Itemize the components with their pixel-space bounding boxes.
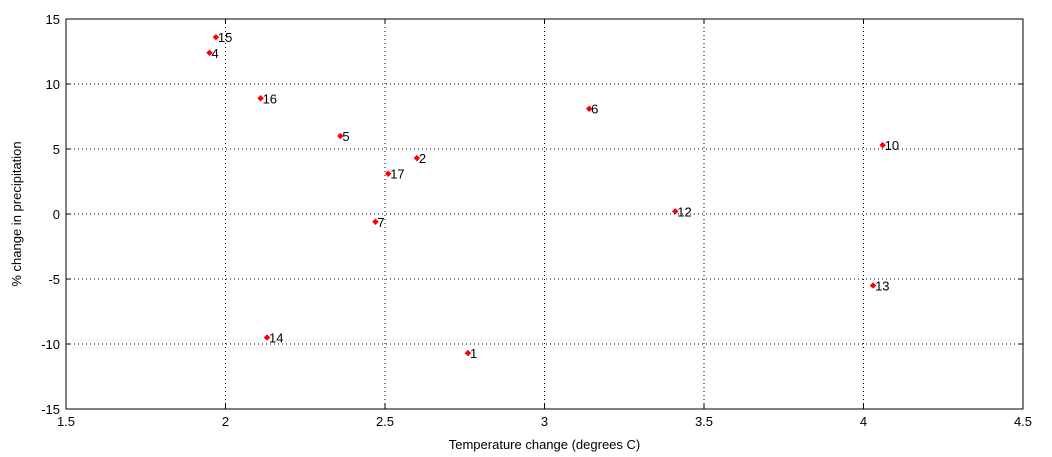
data-point: 14 (263, 331, 283, 346)
data-point: 4 (206, 46, 219, 61)
plot-frame (65, 18, 1024, 410)
point-marker (212, 33, 220, 41)
y-tick-label: 15 (46, 12, 60, 27)
point-marker (384, 170, 392, 178)
point-label: 10 (885, 138, 899, 153)
y-tick-label: -5 (48, 272, 60, 287)
data-point: 17 (384, 167, 405, 182)
point-label: 7 (377, 215, 384, 230)
data-point: 15 (212, 30, 232, 45)
x-tick-label: 2 (222, 414, 229, 429)
point-label: 2 (419, 151, 426, 166)
point-marker (257, 94, 264, 102)
x-tick-label: 1.5 (57, 414, 75, 429)
y-tick-label: -15 (41, 402, 60, 417)
point-label: 6 (591, 102, 598, 117)
x-tick-label: 2.5 (376, 414, 394, 429)
point-label: 5 (342, 129, 349, 144)
data-point: 1 (464, 346, 477, 361)
y-tick-label: 5 (53, 142, 60, 157)
y-tick-labels: -15 -10 -5 0 5 10 15 (41, 12, 60, 417)
y-tick-label: 10 (46, 77, 60, 92)
point-label: 13 (875, 279, 889, 294)
x-axis-label: Temperature change (degrees C) (449, 437, 641, 452)
point-marker (671, 208, 679, 215)
point-marker (464, 349, 472, 357)
x-tick-label: 4 (860, 414, 867, 429)
data-point: 10 (879, 138, 899, 153)
point-label: 12 (677, 204, 691, 219)
point-marker (263, 334, 271, 341)
data-point: 2 (413, 151, 426, 166)
point-marker (869, 282, 877, 289)
data-point: 7 (372, 215, 385, 230)
x-tick-label: 4.5 (1014, 414, 1032, 429)
x-tick-label: 3.5 (695, 414, 713, 429)
point-marker (206, 49, 213, 57)
point-label: 15 (218, 30, 232, 45)
point-marker (372, 218, 379, 226)
data-point: 12 (671, 204, 692, 219)
data-point: 13 (869, 279, 890, 294)
data-point: 6 (585, 102, 598, 117)
y-tick-label: 0 (53, 207, 60, 222)
data-point: 16 (257, 91, 277, 106)
point-marker (413, 154, 421, 162)
point-label: 1 (470, 346, 477, 361)
plot-area (66, 19, 1023, 409)
point-marker (585, 105, 593, 113)
grid (66, 19, 1023, 409)
point-label: 16 (263, 91, 277, 106)
data-point: 5 (336, 129, 350, 144)
point-marker (336, 132, 344, 140)
point-marker (879, 141, 886, 149)
point-label: 17 (390, 167, 404, 182)
x-tick-labels: 1.5 2 2.5 3 3.5 4 4.5 (57, 414, 1032, 429)
point-label: 4 (212, 46, 219, 61)
y-axis-label: % change in precipitation (9, 141, 24, 286)
y-tick-label: -10 (41, 337, 60, 352)
x-tick-label: 3 (541, 414, 548, 429)
point-label: 14 (269, 331, 283, 346)
